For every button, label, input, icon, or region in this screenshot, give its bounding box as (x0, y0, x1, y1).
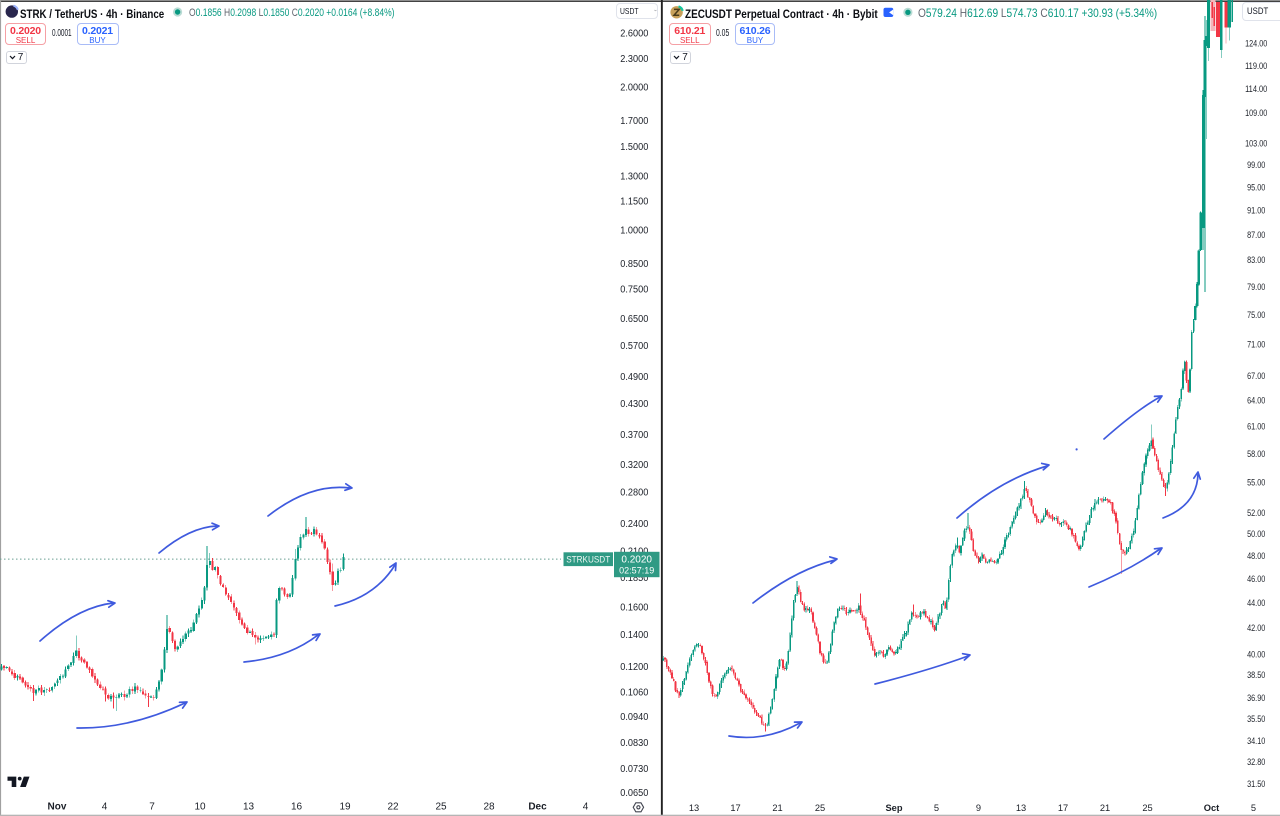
svg-text:0.1200: 0.1200 (620, 662, 648, 673)
svg-text:99.00: 99.00 (1247, 160, 1265, 170)
svg-text:Dec: Dec (528, 802, 547, 813)
svg-text:0.1060: 0.1060 (620, 688, 648, 699)
svg-text:0.6500: 0.6500 (620, 314, 648, 325)
svg-text:16: 16 (291, 802, 303, 813)
svg-text:02:57:19: 02:57:19 (619, 565, 654, 575)
svg-text:46.00: 46.00 (1247, 574, 1265, 584)
svg-text:0.1600: 0.1600 (620, 603, 648, 614)
svg-text:75.00: 75.00 (1247, 310, 1265, 320)
svg-text:25: 25 (1142, 803, 1152, 813)
svg-text:35.50: 35.50 (1247, 714, 1265, 724)
svg-text:Nov: Nov (48, 802, 67, 813)
svg-text:0.0940: 0.0940 (620, 712, 648, 723)
svg-text:103.00: 103.00 (1245, 139, 1267, 149)
svg-text:83.00: 83.00 (1247, 255, 1265, 265)
svg-text:40.00: 40.00 (1247, 650, 1265, 660)
svg-text:36.90: 36.90 (1247, 693, 1265, 703)
svg-text:61.00: 61.00 (1247, 422, 1265, 432)
svg-text:1.7000: 1.7000 (620, 116, 648, 127)
svg-text:1.0000: 1.0000 (620, 225, 648, 236)
svg-text:0.4300: 0.4300 (620, 399, 648, 410)
svg-text:Sep: Sep (885, 803, 902, 813)
svg-text:21: 21 (772, 803, 782, 813)
svg-text:38.50: 38.50 (1247, 670, 1265, 680)
svg-text:119.00: 119.00 (1245, 61, 1267, 71)
svg-text:22: 22 (387, 802, 399, 813)
svg-text:0.2400: 0.2400 (620, 519, 648, 530)
svg-text:2.3000: 2.3000 (620, 54, 648, 65)
svg-text:0.3700: 0.3700 (620, 430, 648, 441)
svg-text:50.00: 50.00 (1247, 529, 1265, 539)
svg-text:52.00: 52.00 (1247, 508, 1265, 518)
svg-text:STRKUSDT: STRKUSDT (566, 555, 610, 565)
svg-text:0.2020: 0.2020 (621, 555, 652, 566)
svg-text:4: 4 (583, 802, 589, 813)
svg-text:42.00: 42.00 (1247, 623, 1265, 633)
svg-text:1.5000: 1.5000 (620, 142, 648, 153)
svg-text:1.1500: 1.1500 (620, 197, 648, 208)
svg-text:124.00: 124.00 (1245, 39, 1267, 49)
svg-text:Oct: Oct (1204, 803, 1220, 813)
svg-text:2.6000: 2.6000 (620, 29, 648, 40)
svg-text:0.0730: 0.0730 (620, 764, 648, 775)
svg-text:71.00: 71.00 (1247, 340, 1265, 350)
svg-text:44.00: 44.00 (1247, 598, 1265, 608)
svg-text:17: 17 (730, 803, 740, 813)
svg-text:0.1850: 0.1850 (620, 573, 648, 584)
svg-text:31.50: 31.50 (1247, 779, 1265, 789)
svg-text:0.1400: 0.1400 (620, 630, 648, 641)
svg-text:25: 25 (435, 802, 447, 813)
svg-text:87.00: 87.00 (1247, 230, 1265, 240)
svg-text:5: 5 (934, 803, 939, 813)
svg-text:13: 13 (689, 803, 699, 813)
svg-text:0.7500: 0.7500 (620, 285, 648, 296)
svg-text:0.0650: 0.0650 (620, 788, 648, 799)
svg-text:10: 10 (194, 802, 206, 813)
svg-text:79.00: 79.00 (1247, 282, 1265, 292)
svg-text:109.00: 109.00 (1245, 108, 1267, 118)
svg-text:91.00: 91.00 (1247, 206, 1265, 216)
svg-text:28: 28 (483, 802, 495, 813)
svg-text:32.80: 32.80 (1247, 757, 1265, 767)
svg-text:5: 5 (1251, 803, 1256, 813)
svg-text:0.8500: 0.8500 (620, 259, 648, 270)
svg-text:17: 17 (1058, 803, 1068, 813)
svg-text:2.0000: 2.0000 (620, 83, 648, 94)
svg-text:0.4900: 0.4900 (620, 372, 648, 383)
svg-text:64.00: 64.00 (1247, 396, 1265, 406)
svg-text:9: 9 (976, 803, 981, 813)
svg-text:48.00: 48.00 (1247, 551, 1265, 561)
svg-text:0.2800: 0.2800 (620, 488, 648, 499)
svg-text:13: 13 (1016, 803, 1026, 813)
svg-text:4: 4 (102, 802, 108, 813)
svg-text:1.3000: 1.3000 (620, 171, 648, 182)
svg-text:95.00: 95.00 (1247, 182, 1265, 192)
svg-text:67.00: 67.00 (1247, 371, 1265, 381)
svg-text:34.10: 34.10 (1247, 736, 1265, 746)
svg-text:0.3200: 0.3200 (620, 460, 648, 471)
svg-text:21: 21 (1100, 803, 1110, 813)
svg-text:58.00: 58.00 (1247, 449, 1265, 459)
svg-text:114.00: 114.00 (1245, 84, 1267, 94)
svg-text:13: 13 (243, 802, 255, 813)
svg-text:0.5700: 0.5700 (620, 341, 648, 352)
svg-text:19: 19 (339, 802, 351, 813)
svg-text:7: 7 (149, 802, 155, 813)
svg-text:0.0830: 0.0830 (620, 738, 648, 749)
svg-text:55.00: 55.00 (1247, 478, 1265, 488)
svg-text:25: 25 (815, 803, 825, 813)
